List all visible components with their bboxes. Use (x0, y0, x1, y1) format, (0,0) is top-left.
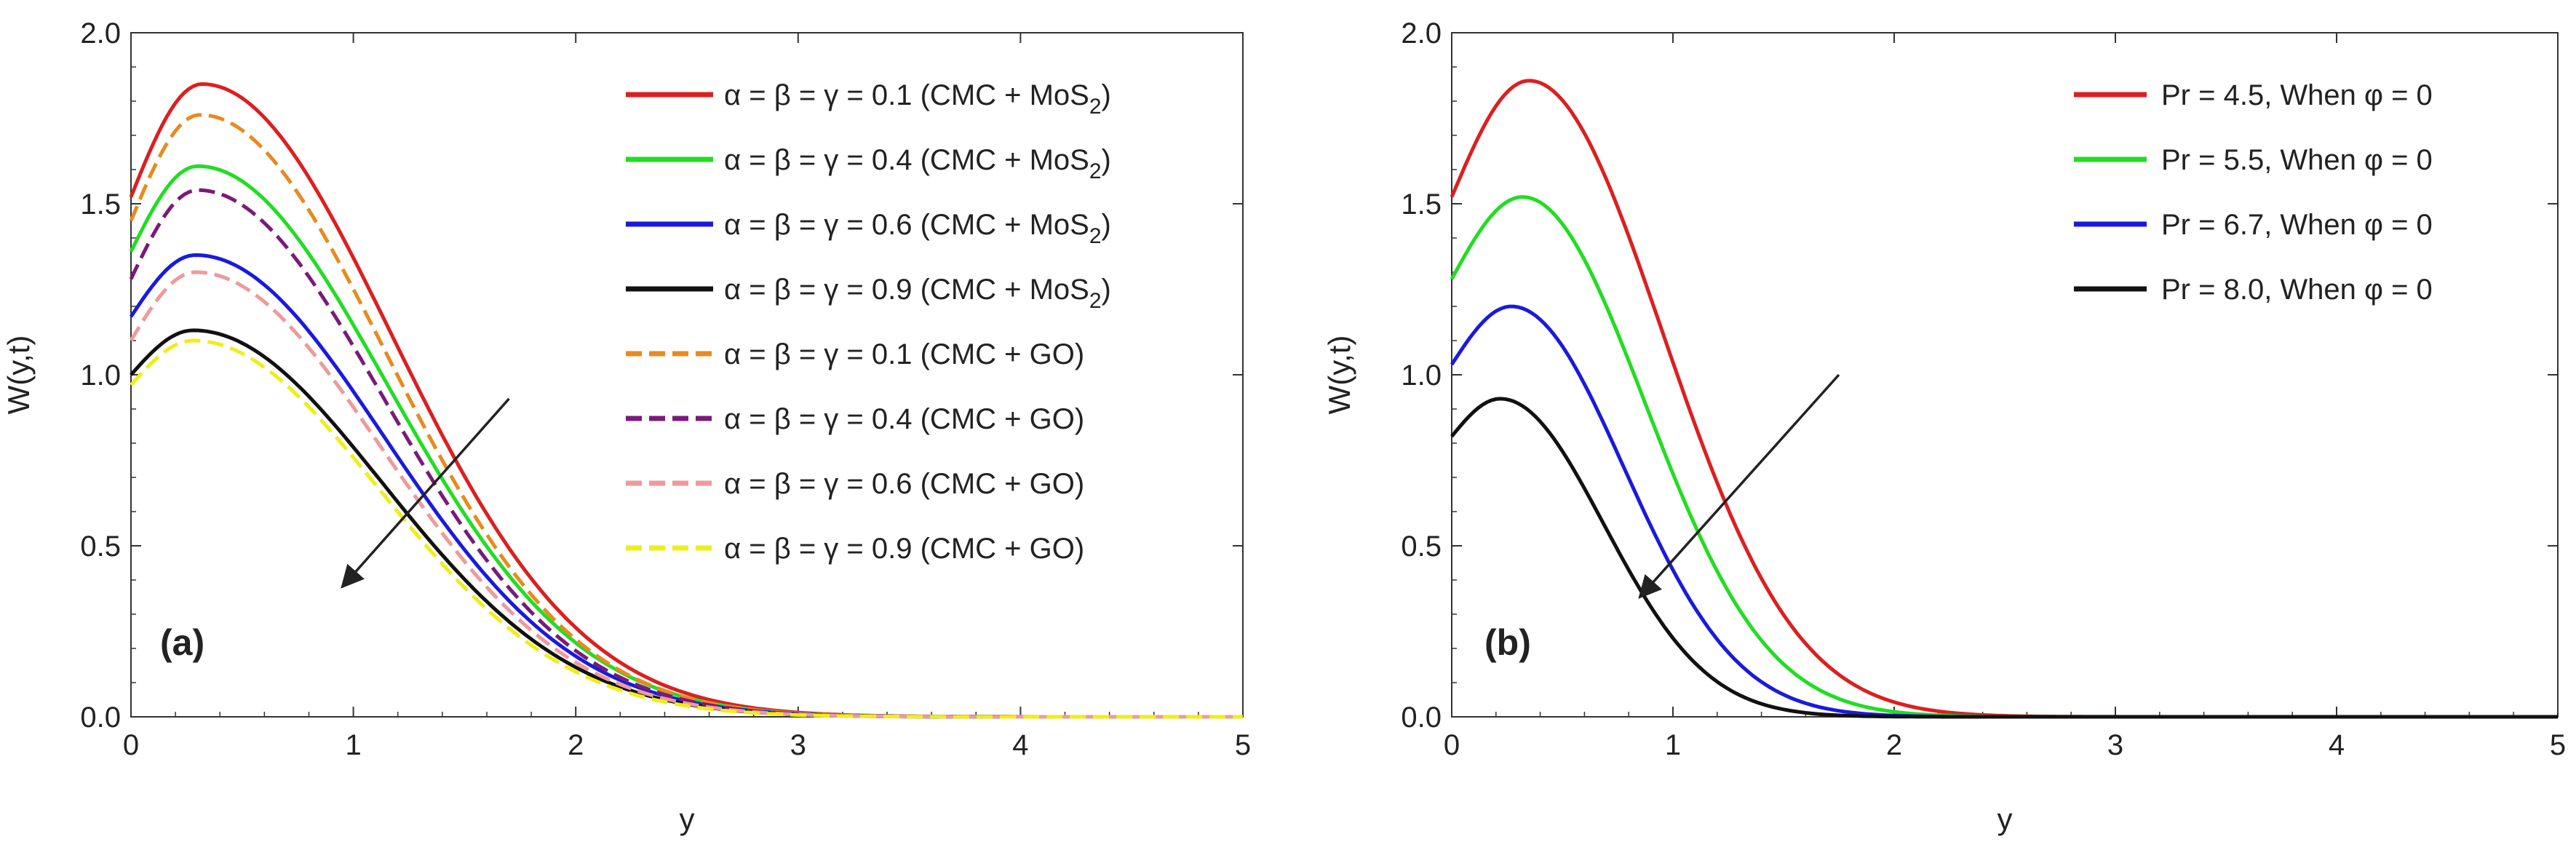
legend-label-5: α = β = γ = 0.4 (CMC + GO) (724, 403, 1084, 435)
series-line-1 (129, 164, 1243, 719)
x-tick-label: 4 (1012, 729, 1028, 761)
x-tick-label: 3 (2107, 729, 2123, 761)
legend-label-0: α = β = γ = 0.1 (CMC + MoS2) (724, 79, 1111, 119)
panel-a: 0 1 2 3 4 5 0.0 0.5 1.0 1.5 2.0 y W(y,t) α = β = γ = … (1, 17, 1251, 836)
y-tick-label: 0.0 (1401, 702, 1442, 734)
x-tick-label: 5 (1235, 729, 1251, 761)
y-tick-label: 0.0 (80, 702, 121, 734)
legend-label-text: Pr = 6.7, When φ = 0 (2161, 209, 2433, 241)
legend-label-subscript: 2 (1089, 95, 1102, 119)
legend-label-text: Pr = 8.0, When φ = 0 (2161, 274, 2433, 306)
y-tick-label: 1.0 (1401, 360, 1442, 392)
legend-label-text: α = β = γ = 0.9 (CMC + GO) (724, 533, 1084, 565)
legend-label-tail: ) (1102, 144, 1111, 176)
y-tick-label: 2.0 (80, 17, 121, 49)
series-line-3 (1450, 397, 2558, 719)
legend-label-0: Pr = 4.5, When φ = 0 (2161, 79, 2433, 111)
legend-label-subscript: 2 (1089, 224, 1102, 248)
x-tick-label: 4 (2329, 729, 2345, 761)
trend-arrow (1638, 373, 1840, 599)
legend-label-tail: ) (1102, 209, 1111, 241)
plot-frame (1451, 32, 2559, 718)
legend-label-subscript: 2 (1089, 289, 1102, 313)
legend-label-tail: ) (1102, 274, 1111, 306)
legend-label-text: α = β = γ = 0.6 (CMC + GO) (724, 468, 1084, 500)
x-tick-label: 1 (345, 729, 361, 761)
y-axis-label: W(y,t) (1, 335, 36, 415)
legend-label-3: α = β = γ = 0.9 (CMC + MoS2) (724, 274, 1111, 313)
y-tick-label: 1.5 (1401, 188, 1442, 221)
legend-label-text: α = β = γ = 0.4 (CMC + GO) (724, 403, 1084, 435)
plot-frame (130, 32, 1244, 718)
legend-label-6: α = β = γ = 0.6 (CMC + GO) (724, 468, 1084, 500)
y-tick-label: 0.5 (1401, 531, 1442, 563)
y-axis-label: W(y,t) (1322, 335, 1356, 415)
series-line-7 (130, 338, 1243, 719)
panel-b: 0 1 2 3 4 5 0.0 0.5 1.0 1.5 2.0 y W(y,t) Pr = 4.5, Wh… (1322, 17, 2566, 836)
legend-label-3: Pr = 8.0, When φ = 0 (2161, 274, 2433, 306)
y-tick-label: 0.5 (80, 531, 121, 563)
trend-arrow (341, 397, 510, 589)
x-tick-label: 2 (1886, 729, 1902, 761)
x-tick-label: 1 (1665, 729, 1681, 761)
series-line-2 (1450, 304, 2558, 719)
legend-label-1: Pr = 5.5, When φ = 0 (2161, 144, 2433, 176)
series-line-0 (1450, 79, 2558, 719)
y-tick-label: 2.0 (1401, 17, 1442, 49)
legend-label-4: α = β = γ = 0.1 (CMC + GO) (724, 338, 1084, 370)
x-tick-label: 5 (2550, 729, 2566, 761)
x-tick-label: 2 (568, 729, 584, 761)
x-axis-label: y (1997, 802, 2013, 836)
legend-label-text: α = β = γ = 0.4 (CMC + MoS (724, 144, 1089, 176)
x-tick-label: 3 (790, 729, 806, 761)
legend-label-2: α = β = γ = 0.6 (CMC + MoS2) (724, 209, 1111, 248)
legend-label-7: α = β = γ = 0.9 (CMC + GO) (724, 533, 1084, 565)
series-line-0 (129, 82, 1243, 719)
x-axis-label: y (680, 802, 695, 836)
legend-label-text: α = β = γ = 0.1 (CMC + GO) (724, 338, 1084, 370)
legend-label-text: α = β = γ = 0.9 (CMC + MoS (724, 274, 1089, 306)
panel-label: (a) (160, 622, 204, 663)
legend-label-tail: ) (1102, 79, 1111, 111)
legend-label-text: Pr = 5.5, When φ = 0 (2161, 144, 2433, 176)
y-tick-label: 1.5 (80, 188, 121, 221)
legend-label-text: α = β = γ = 0.6 (CMC + MoS (724, 209, 1089, 241)
series-line-5 (129, 188, 1243, 719)
series-line-3 (130, 328, 1243, 719)
x-tick-label: 0 (1444, 729, 1460, 761)
legend-label-text: Pr = 4.5, When φ = 0 (2161, 79, 2433, 111)
legend-label-text: α = β = γ = 0.1 (CMC + MoS (724, 79, 1089, 111)
y-tick-label: 1.0 (80, 360, 121, 392)
legend-label-1: α = β = γ = 0.4 (CMC + MoS2) (724, 144, 1111, 183)
legend-label-subscript: 2 (1089, 159, 1102, 183)
panel-label: (b) (1484, 622, 1531, 663)
legend-label-2: Pr = 6.7, When φ = 0 (2161, 209, 2433, 241)
x-tick-label: 0 (123, 729, 139, 761)
